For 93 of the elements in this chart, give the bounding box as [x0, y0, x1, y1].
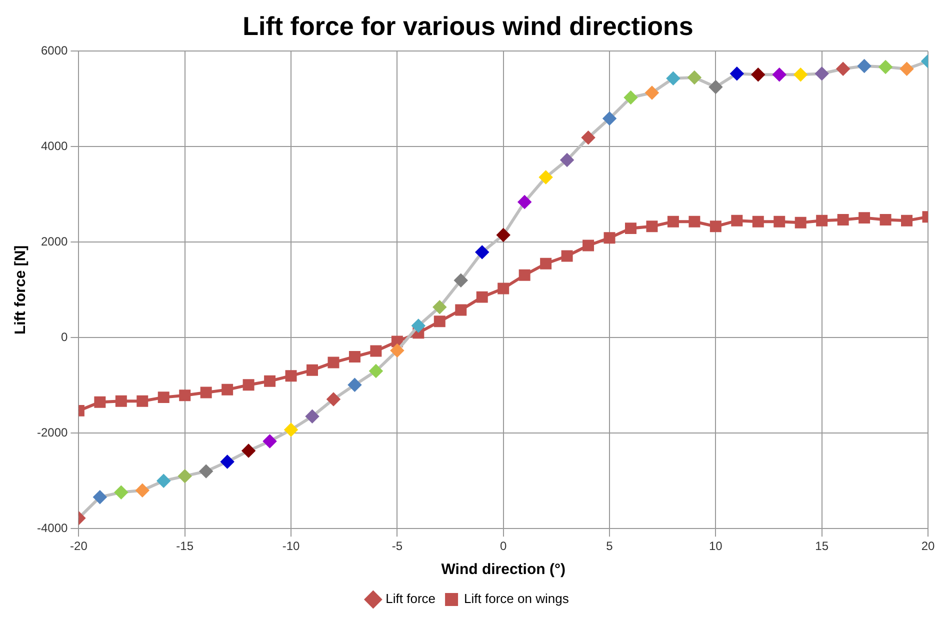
point: [900, 62, 914, 76]
point: [837, 214, 849, 226]
point: [858, 60, 871, 72]
point: [858, 212, 870, 224]
point: [434, 316, 446, 328]
point: [222, 384, 234, 396]
x-tick-label: 10: [708, 539, 723, 554]
point: [772, 68, 786, 82]
point: [136, 484, 149, 497]
point: [561, 250, 573, 262]
point: [730, 67, 744, 80]
point: [815, 67, 828, 80]
point: [200, 386, 212, 398]
point: [646, 220, 658, 232]
point: [242, 444, 256, 458]
x-tick-label: 15: [815, 539, 829, 554]
point: [879, 60, 892, 74]
x-tick-label: -15: [176, 539, 194, 554]
point: [667, 216, 679, 228]
point: [496, 228, 510, 242]
point: [115, 395, 127, 407]
y-tick-label: -4000: [36, 520, 68, 535]
x-tick-label: 20: [921, 539, 935, 554]
point: [455, 304, 467, 316]
point: [264, 375, 276, 387]
point: [752, 68, 765, 82]
point: [284, 423, 298, 436]
legend-label: Lift force: [386, 591, 436, 606]
point: [752, 216, 764, 228]
legend-label: Lift force on wings: [464, 591, 570, 606]
point: [710, 220, 722, 232]
point: [179, 390, 191, 402]
point: [539, 170, 552, 184]
y-tick-label: 6000: [40, 44, 68, 58]
point: [794, 68, 808, 82]
point: [263, 434, 276, 448]
point: [816, 214, 828, 226]
x-tick-label: -20: [70, 539, 88, 554]
x-tick-label: 5: [606, 539, 614, 554]
x-tick-label: 0: [500, 539, 507, 554]
point: [901, 214, 913, 226]
point: [178, 470, 192, 483]
x-axis-title: Wind direction (°): [441, 561, 566, 578]
point: [709, 80, 722, 94]
y-tick-label: 0: [61, 330, 68, 344]
point: [794, 216, 806, 228]
point: [666, 72, 680, 85]
point: [624, 91, 638, 104]
point: [93, 490, 106, 504]
point: [540, 258, 552, 270]
point: [158, 392, 170, 404]
point: [390, 344, 404, 358]
point: [645, 86, 658, 100]
point: [454, 274, 468, 287]
point: [412, 319, 425, 332]
point: [476, 246, 489, 259]
point: [560, 154, 574, 167]
point: [242, 379, 254, 391]
point: [94, 396, 106, 408]
y-tick-label: 4000: [40, 138, 68, 153]
point: [328, 356, 340, 368]
point: [200, 464, 213, 478]
point: [582, 240, 594, 252]
point: [880, 214, 892, 226]
point: [498, 282, 510, 294]
x-tick-label: -5: [392, 539, 403, 554]
x-tick-label: -10: [282, 539, 300, 554]
point: [625, 222, 636, 234]
point: [348, 378, 362, 392]
point: [136, 395, 148, 407]
point: [774, 216, 786, 228]
point: [220, 455, 234, 468]
point: [604, 232, 616, 244]
point: [306, 364, 318, 376]
point: [348, 350, 360, 362]
point: [688, 70, 701, 84]
point: [370, 345, 382, 357]
point: [157, 474, 170, 488]
point: [603, 112, 616, 126]
point: [731, 214, 743, 226]
point: [433, 300, 446, 314]
point: [518, 196, 532, 209]
point: [518, 269, 530, 281]
y-axis-title: Lift force [N]: [12, 245, 30, 334]
y-tick-label: -2000: [36, 425, 68, 440]
point: [114, 486, 128, 499]
point: [306, 410, 319, 423]
point: [688, 216, 700, 228]
y-tick-label: 2000: [40, 234, 68, 248]
chart-title: Lift force for various wind directions: [242, 10, 694, 41]
point: [285, 370, 297, 382]
point: [476, 291, 488, 303]
point: [369, 364, 382, 378]
